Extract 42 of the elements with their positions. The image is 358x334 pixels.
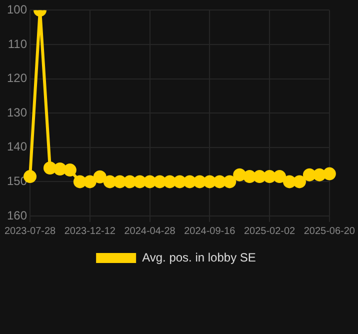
point xyxy=(243,170,256,184)
y-tick-label: 120 xyxy=(6,71,28,86)
point xyxy=(53,162,66,176)
point xyxy=(173,175,186,188)
point xyxy=(63,164,76,177)
x-tick-label: 2024-09-16 xyxy=(184,226,236,237)
point xyxy=(103,175,116,188)
point xyxy=(203,175,216,188)
point xyxy=(253,170,266,184)
x-tick-label: 2024-04-28 xyxy=(124,226,176,237)
point xyxy=(213,175,226,188)
x-tick-label: 2025-02-02 xyxy=(244,226,296,237)
y-tick-label: 110 xyxy=(8,36,28,51)
legend-label: Avg. pos. in lobby SE xyxy=(142,250,256,264)
point xyxy=(163,175,176,188)
point xyxy=(73,175,86,188)
point xyxy=(273,170,286,184)
point xyxy=(93,170,106,184)
point xyxy=(113,175,126,188)
y-tick-label: 140 xyxy=(6,140,28,154)
y-tick-label: 130 xyxy=(6,105,28,120)
point xyxy=(183,175,196,188)
point xyxy=(123,175,136,188)
point xyxy=(43,161,56,174)
point xyxy=(223,175,236,188)
point xyxy=(322,167,336,180)
point xyxy=(83,175,96,188)
point xyxy=(302,168,316,182)
point xyxy=(292,175,306,188)
point xyxy=(133,175,146,188)
point xyxy=(283,175,296,188)
point xyxy=(153,175,166,188)
point xyxy=(233,168,246,182)
point xyxy=(312,168,326,182)
y-tick-label: 160 xyxy=(6,208,28,222)
point xyxy=(263,170,276,184)
point xyxy=(143,175,156,188)
y-tick-label: 100 xyxy=(6,2,28,17)
x-tick-label: 2023-12-12 xyxy=(64,226,116,237)
point xyxy=(193,175,206,188)
x-tick-label: 2023-07-28 xyxy=(4,226,56,237)
x-tick-label: 2025-06-20 xyxy=(304,226,356,237)
